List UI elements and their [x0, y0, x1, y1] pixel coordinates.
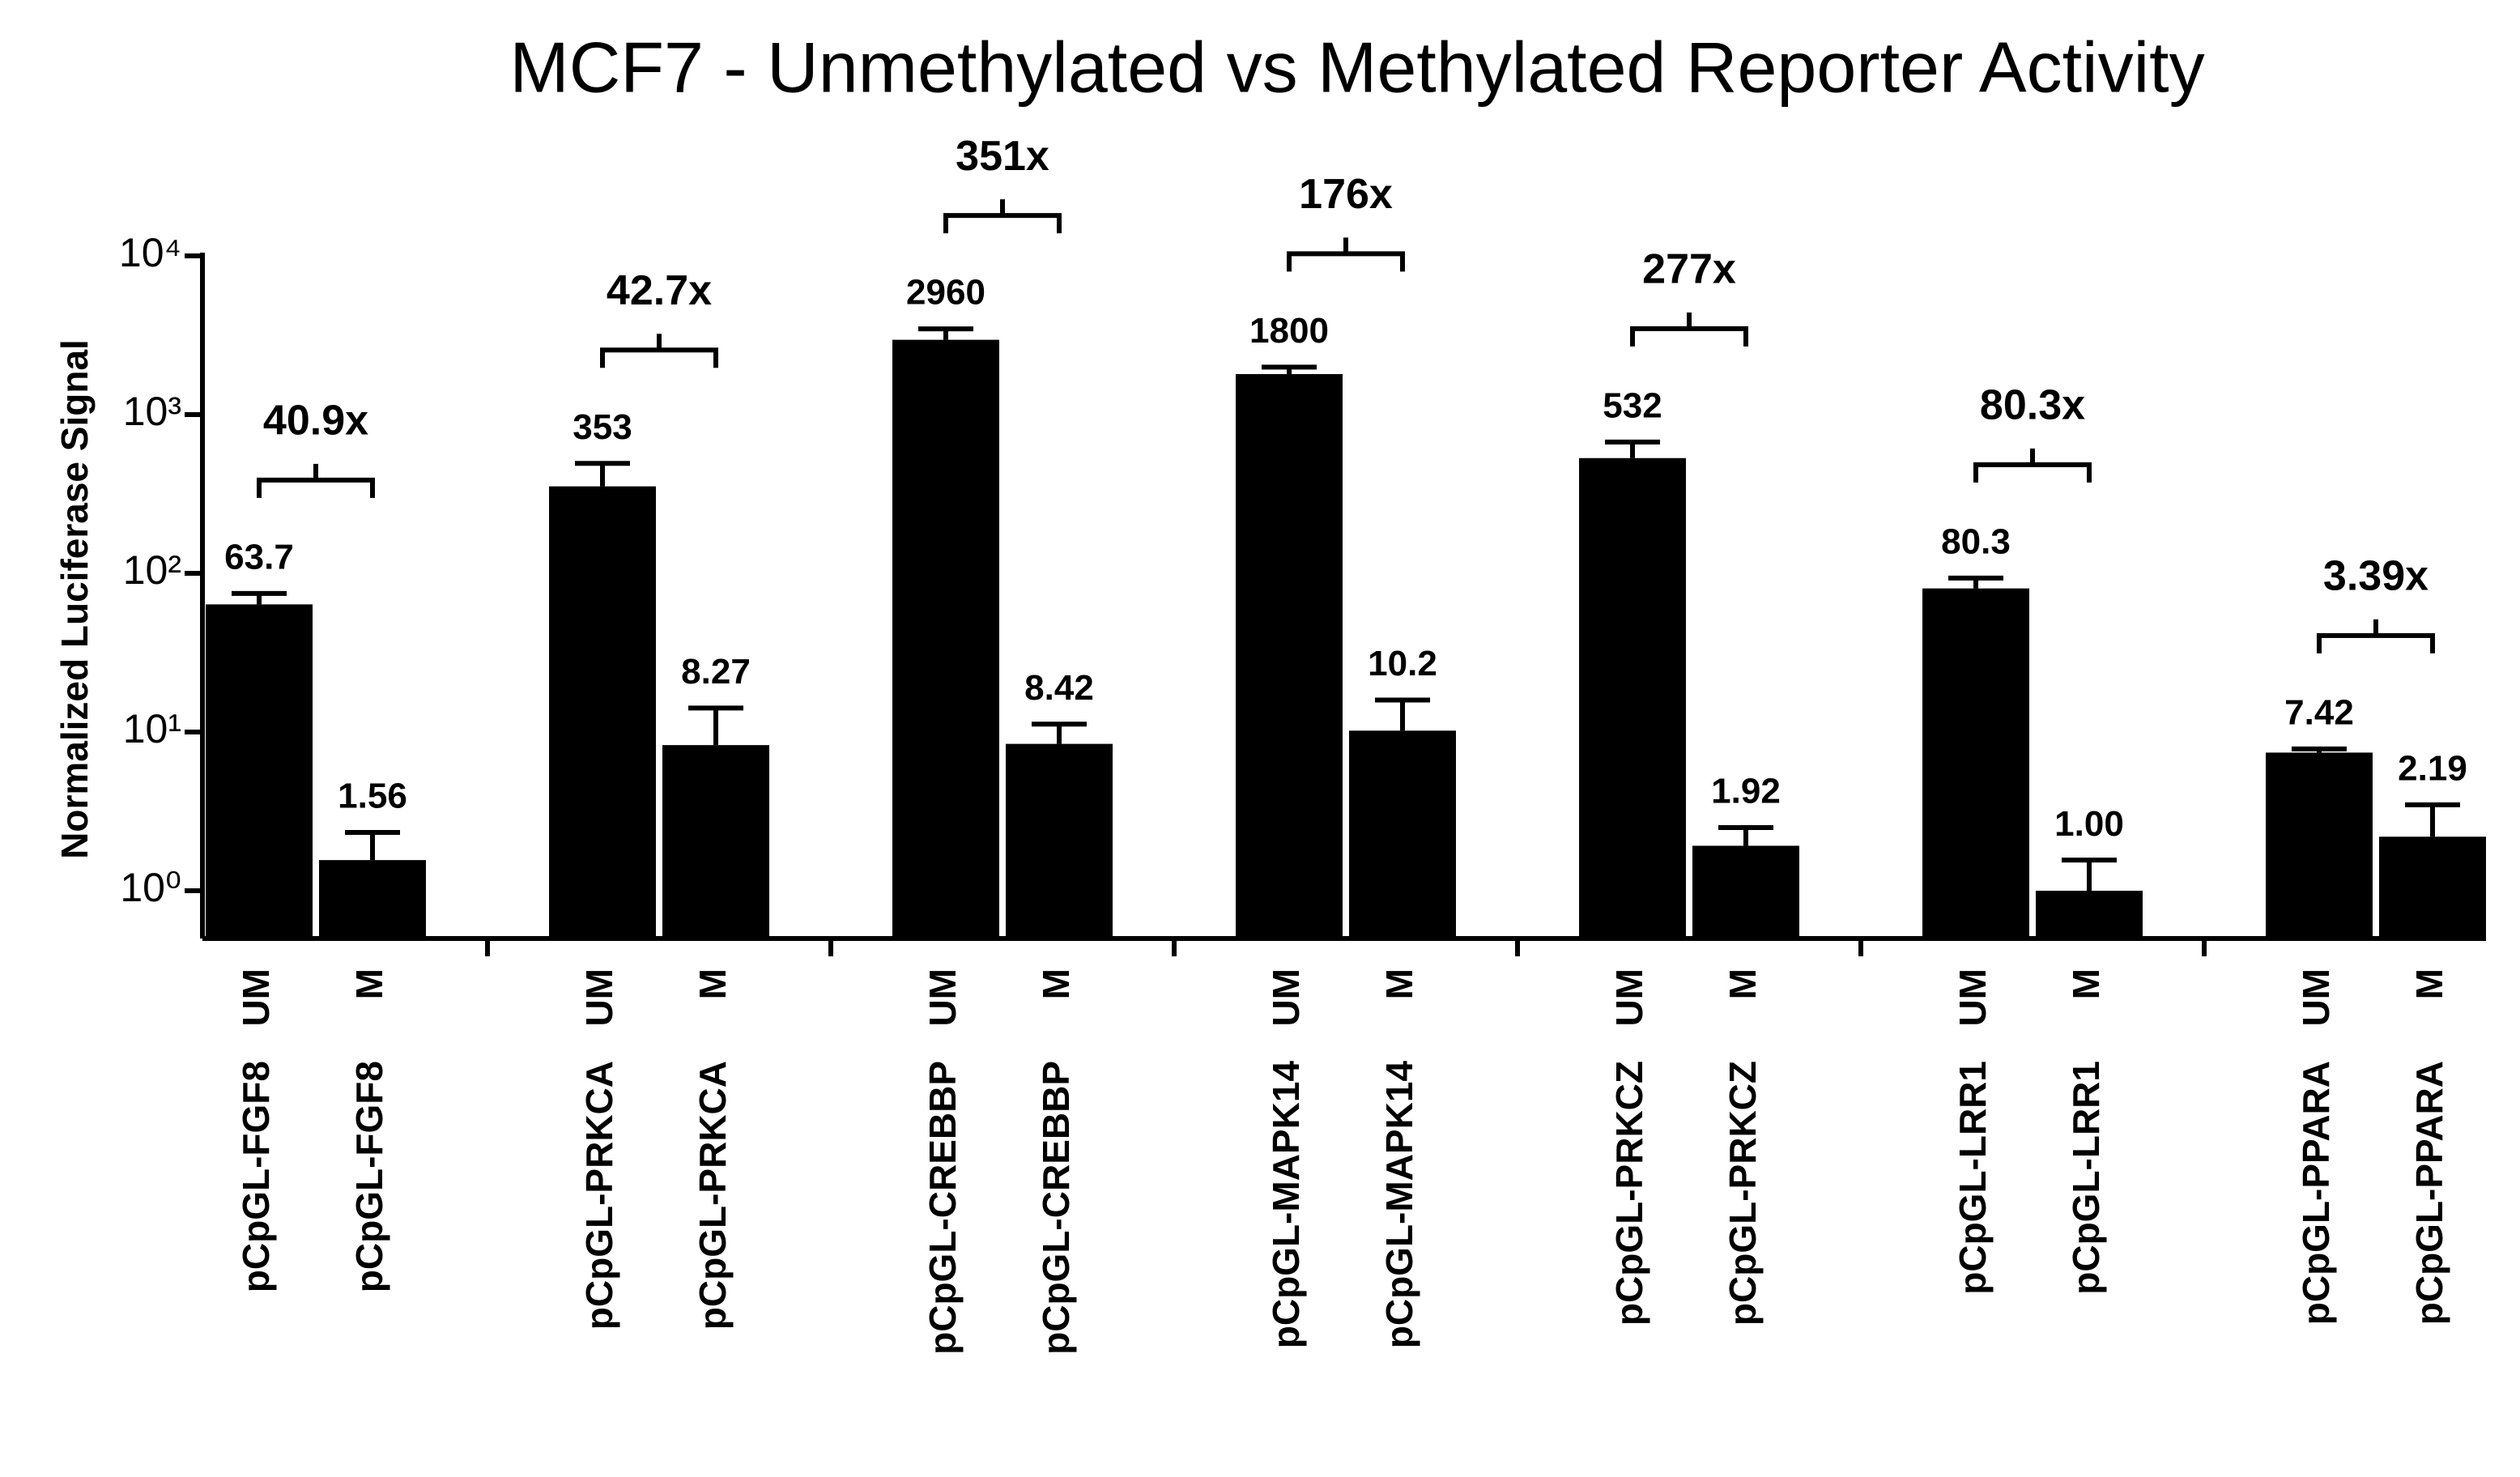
value-label: 80.3: [1941, 522, 2011, 562]
x-tick-label: pCpGL-PRKCZ: [1722, 1061, 1764, 1326]
condition-label: M: [2408, 968, 2450, 999]
bar: [206, 604, 313, 939]
x-tick-label: pCpGL-MAPK14: [1265, 1061, 1307, 1349]
y-tick-label: 10²: [123, 547, 181, 593]
fold-change-label: 277x: [1642, 246, 1736, 293]
condition-label: UM: [922, 968, 964, 1027]
x-tick-label: pCpGL-MAPK14: [1378, 1061, 1420, 1349]
chart-title: MCF7 - Unmethylated vs Methylated Report…: [509, 27, 2204, 107]
value-label: 1800: [1249, 311, 1329, 351]
condition-label: UM: [1952, 968, 1994, 1027]
condition-label: M: [348, 968, 390, 999]
fold-change-label: 3.39x: [2323, 553, 2428, 600]
value-label: 7.42: [2284, 693, 2354, 733]
bracket: [2317, 619, 2435, 653]
bracket: [1287, 237, 1405, 272]
bracket: [257, 463, 375, 498]
x-tick-label: pCpGL-PPARA: [2295, 1061, 2337, 1325]
x-tick-label: pCpGL-FGF8: [348, 1061, 390, 1292]
condition-label: M: [1378, 968, 1420, 999]
bracket: [600, 334, 718, 368]
x-tick-label: pCpGL-PRKCA: [578, 1061, 620, 1330]
bar: [549, 486, 656, 939]
value-label: 10.2: [1368, 644, 1437, 683]
condition-label: M: [1722, 968, 1764, 999]
bar: [2379, 836, 2486, 939]
y-tick-label: 10⁰: [120, 865, 181, 910]
bar: [2036, 890, 2143, 939]
fold-change-label: 40.9x: [263, 398, 368, 445]
bar: [1006, 743, 1113, 939]
condition-label: UM: [1265, 968, 1307, 1027]
fold-change-label: 80.3x: [1980, 382, 2085, 429]
x-tick-label: pCpGL-PPARA: [2408, 1061, 2450, 1325]
value-label: 1.56: [338, 777, 407, 816]
x-tick-label: pCpGL-PRKCA: [692, 1061, 734, 1330]
value-label: 2.19: [2398, 748, 2467, 788]
x-tick-label: pCpGL-CREBBP: [922, 1061, 964, 1355]
condition-label: M: [2065, 968, 2107, 999]
bar: [1349, 730, 1456, 939]
condition-label: M: [1035, 968, 1077, 999]
condition-label: UM: [578, 968, 620, 1027]
bar: [1579, 458, 1686, 939]
x-tick-label: pCpGL-FGF8: [235, 1061, 277, 1292]
value-label: 353: [573, 407, 632, 447]
bar: [1692, 845, 1799, 939]
condition-label: UM: [2295, 968, 2337, 1027]
x-tick-label: pCpGL-CREBBP: [1035, 1061, 1077, 1355]
x-tick-label: pCpGL-LRR1: [2065, 1061, 2107, 1295]
fold-change-label: 351x: [956, 133, 1049, 180]
bar: [1236, 373, 1343, 939]
bracket: [1973, 448, 2092, 483]
x-tick-label: pCpGL-LRR1: [1952, 1061, 1994, 1295]
condition-label: M: [692, 968, 734, 999]
bar: [892, 339, 999, 939]
value-label: 2960: [906, 273, 985, 313]
y-tick-label: 10⁴: [119, 230, 181, 275]
y-axis-label: Normalized Luciferase Signal: [53, 339, 96, 859]
bar: [1922, 588, 2029, 939]
x-tick-label: pCpGL-PRKCZ: [1608, 1061, 1650, 1326]
bar: [662, 745, 769, 939]
value-label: 1.92: [1711, 772, 1781, 811]
bracket: [943, 199, 1062, 234]
condition-label: UM: [1608, 968, 1650, 1027]
bracket: [1630, 312, 1748, 347]
value-label: 8.42: [1024, 668, 1094, 708]
value-label: 1.00: [2054, 804, 2124, 844]
bar: [319, 860, 426, 939]
fold-change-label: 176x: [1299, 171, 1393, 218]
y-tick-label: 10¹: [123, 706, 181, 751]
y-tick-label: 10³: [123, 389, 181, 434]
bar: [2266, 752, 2373, 939]
condition-label: UM: [235, 968, 277, 1027]
value-label: 63.7: [224, 537, 294, 577]
value-label: 8.27: [681, 652, 751, 692]
value-label: 532: [1603, 385, 1662, 425]
fold-change-label: 42.7x: [607, 267, 712, 314]
